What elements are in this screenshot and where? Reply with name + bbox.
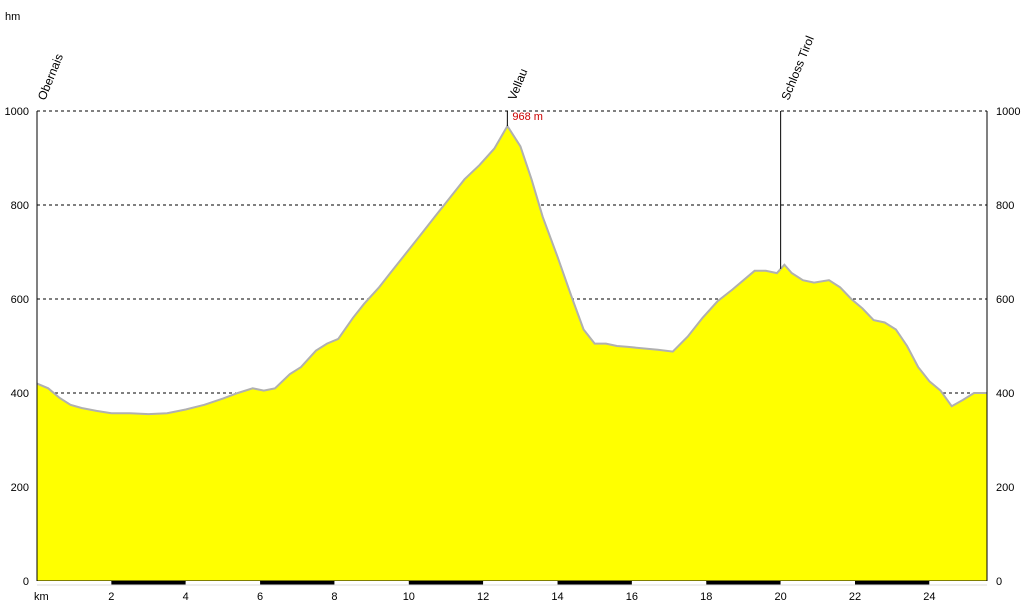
y-tick-right-600: 600: [996, 294, 1014, 306]
x-tick-20: 20: [775, 591, 787, 603]
scale-bar-segment-16: [631, 581, 707, 585]
y-tick-left-400: 400: [11, 388, 29, 400]
x-tick-2: 2: [108, 591, 114, 603]
waypoint-label-schloss-tirol: Schloss Tirol: [778, 34, 816, 102]
x-tick-labels: 2 4 6 8 10 12 14 16 18 20 22 24: [108, 591, 935, 603]
y-tick-right-1000: 1000: [996, 106, 1020, 118]
y-tick-left-600: 600: [11, 294, 29, 306]
x-tick-16: 16: [626, 591, 638, 603]
y-tick-left-200: 200: [11, 482, 29, 494]
y-tick-right-800: 800: [996, 200, 1014, 212]
x-tick-8: 8: [331, 591, 337, 603]
scale-bar-segment-24: [929, 581, 987, 585]
x-tick-4: 4: [183, 591, 189, 603]
scale-bar-segment-22: [855, 581, 930, 585]
x-unit-label: km: [34, 591, 49, 603]
scale-bar-segment-2: [111, 581, 186, 585]
waypoint-label-vellau: Vellau: [505, 67, 530, 103]
x-tick-6: 6: [257, 591, 263, 603]
elevation-area: [37, 126, 987, 581]
scale-bar-segment-14: [557, 581, 632, 585]
y-tick-labels-right: 0 200 400 600 800 1000: [996, 106, 1020, 588]
scale-bar-segment-4: [185, 581, 261, 585]
scale-bar-segment-18: [706, 581, 781, 585]
peak-elevation-label: 968 m: [512, 111, 543, 123]
y-tick-left-0: 0: [23, 576, 29, 588]
y-tick-right-0: 0: [996, 576, 1002, 588]
x-tick-14: 14: [551, 591, 563, 603]
x-tick-10: 10: [403, 591, 415, 603]
y-tick-labels-left: 0 200 400 600 800 1000: [5, 106, 29, 588]
y-tick-right-200: 200: [996, 482, 1014, 494]
scale-bar-segment-8: [334, 581, 409, 585]
scale-bar-segment-0: [37, 581, 112, 585]
waypoint-label-obernais: Obernais: [35, 52, 66, 102]
scale-bar-segment-20: [780, 581, 856, 585]
y-tick-left-800: 800: [11, 200, 29, 212]
scale-bar-segment-10: [408, 581, 484, 585]
x-tick-24: 24: [923, 591, 935, 603]
scale-bar-segment-6: [260, 581, 335, 585]
y-unit-label: hm: [5, 11, 20, 23]
elevation-line: [36, 124, 987, 416]
y-tick-left-1000: 1000: [5, 106, 29, 118]
y-tick-right-400: 400: [996, 388, 1014, 400]
x-tick-12: 12: [477, 591, 489, 603]
axes: [36, 111, 988, 586]
x-tick-22: 22: [849, 591, 861, 603]
x-tick-18: 18: [700, 591, 712, 603]
scale-bar-segment-12: [483, 581, 558, 585]
